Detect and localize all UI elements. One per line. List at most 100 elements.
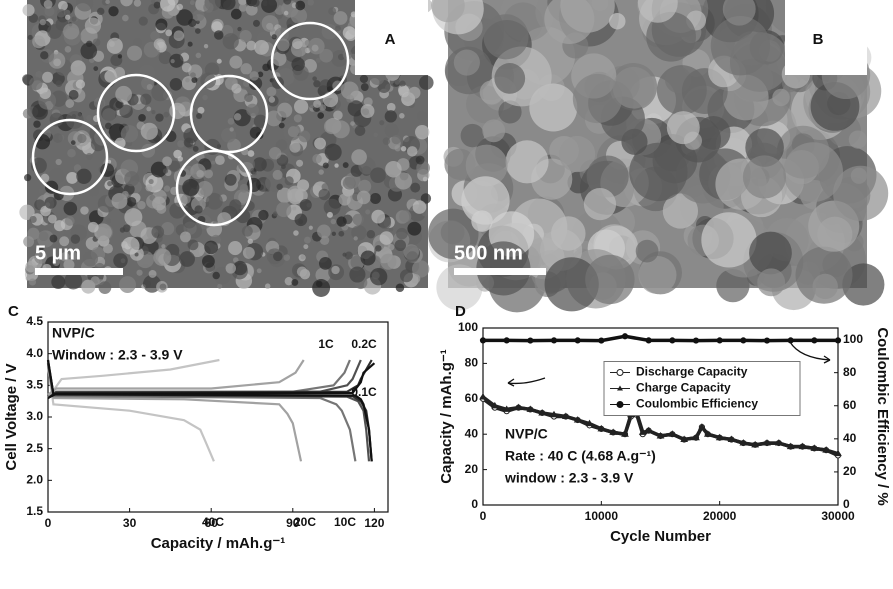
texture <box>63 9 71 17</box>
texture <box>284 176 294 186</box>
texture <box>169 102 186 120</box>
texture <box>82 251 99 267</box>
texture <box>258 209 269 221</box>
texture <box>52 258 61 266</box>
texture <box>271 34 277 40</box>
texture <box>583 188 617 221</box>
texture <box>222 33 239 50</box>
texture <box>180 231 191 243</box>
texture <box>394 239 407 252</box>
texture <box>76 168 92 184</box>
texture <box>103 243 113 254</box>
texture <box>67 148 76 158</box>
texture <box>158 51 172 65</box>
texture <box>43 0 53 9</box>
texture <box>187 41 193 47</box>
texture <box>406 146 418 157</box>
texture <box>256 268 262 274</box>
texture <box>701 212 757 268</box>
data-point <box>609 428 618 435</box>
texture <box>133 0 142 7</box>
texture <box>214 30 224 40</box>
texture <box>197 106 205 114</box>
texture <box>211 160 216 165</box>
panel-label: A <box>385 31 396 48</box>
texture <box>318 169 324 175</box>
texture <box>196 181 213 198</box>
texture <box>181 62 192 73</box>
legend-box <box>603 361 801 416</box>
texture <box>384 110 397 123</box>
texture <box>85 152 93 160</box>
texture <box>833 165 889 221</box>
texture <box>153 38 166 51</box>
texture <box>287 185 304 202</box>
texture <box>59 236 70 247</box>
texture <box>70 140 76 145</box>
plot-frame <box>482 327 839 506</box>
texture <box>191 76 198 83</box>
texture <box>237 26 242 32</box>
texture <box>64 271 83 290</box>
texture <box>204 240 218 255</box>
texture <box>115 85 132 103</box>
x-tick-label: 120 <box>364 516 384 530</box>
y-tick-label: 60 <box>465 391 479 405</box>
texture <box>80 42 98 60</box>
texture <box>399 269 413 283</box>
texture <box>494 63 526 94</box>
texture <box>315 267 331 283</box>
texture <box>257 71 264 78</box>
data-point <box>740 337 747 344</box>
texture <box>242 246 255 259</box>
voltage-curve <box>46 366 215 462</box>
texture <box>386 102 396 112</box>
texture <box>227 118 235 125</box>
texture <box>22 4 35 17</box>
texture <box>293 99 309 114</box>
texture <box>428 208 479 260</box>
texture <box>229 55 243 69</box>
texture <box>354 125 366 136</box>
texture <box>304 236 311 244</box>
x-tick-label: 20000 <box>703 509 737 523</box>
texture <box>119 104 133 119</box>
texture <box>273 251 283 262</box>
texture <box>163 185 171 192</box>
texture <box>113 67 126 79</box>
curve-label: 10C <box>334 515 356 529</box>
texture <box>173 30 185 42</box>
texture <box>71 16 77 22</box>
texture <box>44 6 55 17</box>
texture <box>261 0 278 13</box>
texture <box>772 88 790 107</box>
annotation: NVP/C <box>505 426 548 442</box>
data-point <box>621 430 629 437</box>
texture <box>505 140 549 184</box>
texture <box>70 234 81 244</box>
texture <box>176 9 193 26</box>
texture <box>220 0 236 11</box>
texture <box>239 30 252 43</box>
data-point <box>811 337 818 344</box>
texture <box>176 3 183 11</box>
texture <box>398 85 410 98</box>
texture <box>232 260 248 276</box>
texture <box>162 168 169 174</box>
texture <box>331 231 337 236</box>
x-tick-label: 0 <box>45 516 52 530</box>
data-point <box>527 337 534 344</box>
texture <box>471 210 493 232</box>
texture <box>408 86 421 99</box>
texture <box>420 193 432 204</box>
texture <box>296 266 308 277</box>
texture <box>331 120 350 139</box>
panel-label: D <box>455 303 466 320</box>
texture <box>239 3 248 12</box>
texture <box>296 159 304 167</box>
voltage-curve <box>47 359 305 396</box>
texture <box>153 248 172 267</box>
texture <box>333 110 343 121</box>
texture <box>586 155 629 198</box>
curve-label: 0.2C <box>351 337 377 351</box>
